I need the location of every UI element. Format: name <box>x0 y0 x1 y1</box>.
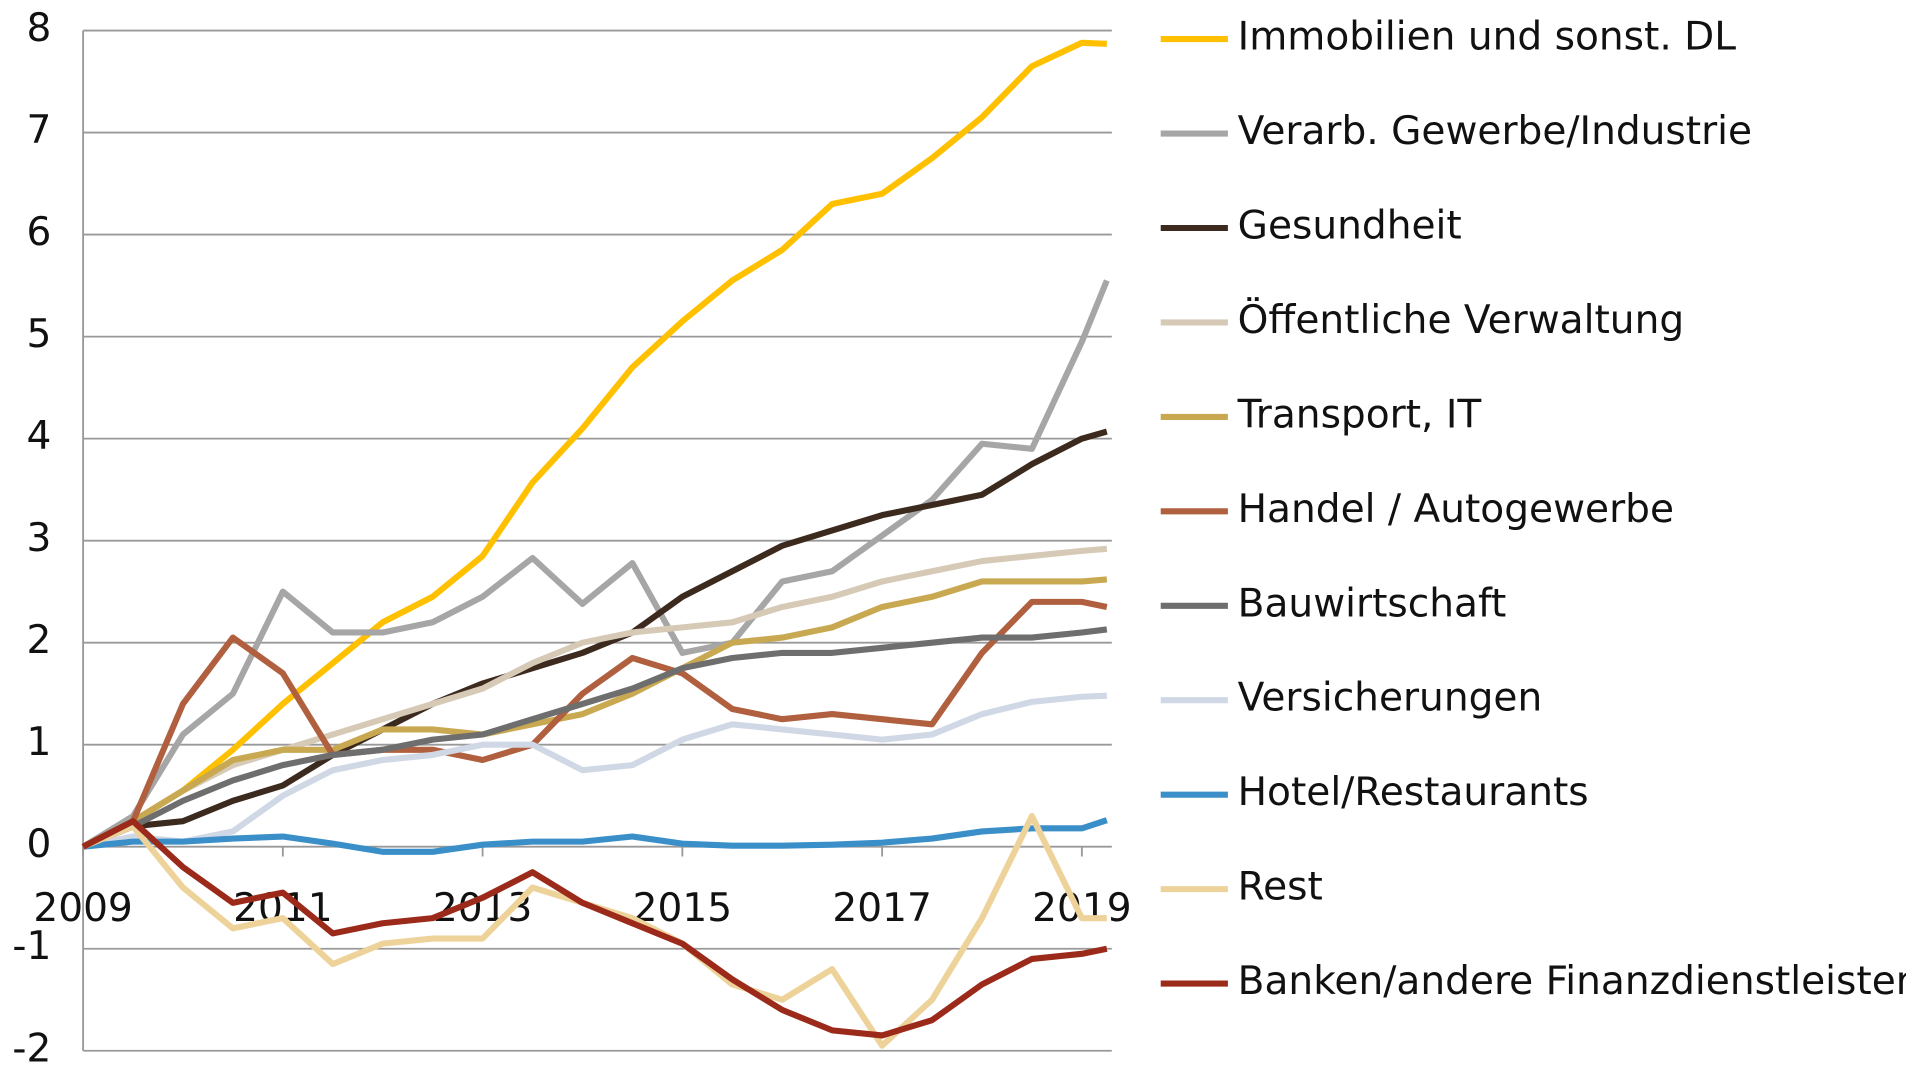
series-line <box>81 813 1107 1049</box>
y-tick-label: 5 <box>26 312 51 357</box>
x-tick-label: 2019 <box>1032 886 1131 931</box>
legend-label: Öffentliche Verwaltung <box>1238 297 1684 343</box>
series-line <box>81 598 1108 850</box>
x-tick-label: 2015 <box>633 886 732 931</box>
x-tick-label: 2017 <box>832 886 931 931</box>
y-tick-label: 1 <box>26 720 51 765</box>
y-tick-label: 2 <box>26 618 51 663</box>
legend-label: Hotel/Restaurants <box>1238 770 1589 815</box>
legend-label: Verarb. Gewerbe/Industrie <box>1238 109 1752 154</box>
legend-label: Gesundheit <box>1238 204 1462 249</box>
series-line <box>81 626 1108 850</box>
y-tick-label: -2 <box>12 1026 51 1063</box>
legend-label: Rest <box>1238 865 1323 910</box>
series-line <box>81 818 1108 1039</box>
series-line <box>81 39 1107 850</box>
y-tick-label: 0 <box>26 822 51 867</box>
series-line <box>81 576 1108 850</box>
y-tick-label: 6 <box>26 210 51 255</box>
y-tick-label: 4 <box>26 414 51 459</box>
series-line <box>81 279 1110 850</box>
series-line <box>82 817 1108 855</box>
x-tick-label: 2013 <box>433 886 532 931</box>
series-line <box>81 428 1108 850</box>
y-tick-label: -1 <box>12 924 51 969</box>
legend-label: Versicherungen <box>1238 676 1543 721</box>
legend-label: Handel / Autogewerbe <box>1238 487 1674 532</box>
x-tick-label: 2009 <box>33 886 132 931</box>
y-tick-label: 8 <box>26 6 51 51</box>
y-tick-label: 7 <box>26 108 51 153</box>
legend-label: Immobilien und sonst. DL <box>1238 15 1737 60</box>
y-tick-label: 3 <box>26 516 51 561</box>
series-line <box>82 692 1107 850</box>
legend-label: Transport, IT <box>1237 392 1482 437</box>
legend-label: Bauwirtschaft <box>1238 581 1507 626</box>
legend-label: Banken/andere Finanzdienstleister <box>1238 959 1906 1004</box>
